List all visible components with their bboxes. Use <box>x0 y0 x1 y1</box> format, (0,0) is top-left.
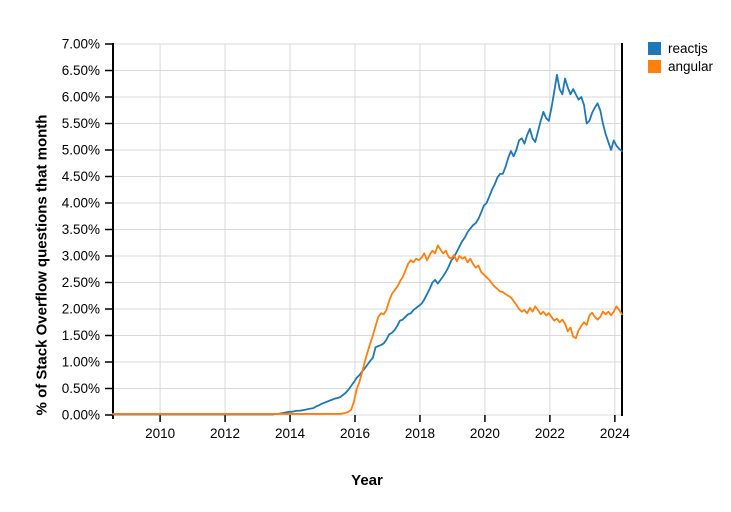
x-axis-title: Year <box>351 472 383 489</box>
x-tick-label: 2020 <box>470 426 500 441</box>
reactjs-color-swatch <box>648 42 661 55</box>
y-tick-label: 6.50% <box>62 63 100 78</box>
y-tick-label: 3.50% <box>62 222 100 237</box>
x-tick-label: 2022 <box>535 426 565 441</box>
x-tick-label: 2010 <box>145 426 175 441</box>
y-tick-label: 6.00% <box>62 90 100 105</box>
legend-label-reactjs: reactjs <box>668 41 708 56</box>
y-tick-label: 4.50% <box>62 169 100 184</box>
legend-item-reactjs[interactable]: reactjs <box>648 42 713 55</box>
legend-label-angular: angular <box>668 59 714 74</box>
legend-item-angular[interactable]: angular <box>648 60 713 73</box>
legend: reactjs angular <box>648 42 713 73</box>
x-tick-label: 2024 <box>600 426 631 441</box>
y-axis-title: % of Stack Overflow questions that month <box>33 114 51 416</box>
y-tick-label: 5.00% <box>62 143 100 158</box>
angular-color-swatch <box>648 60 661 73</box>
y-tick-label: 0.50% <box>62 381 100 396</box>
y-tick-label: 1.50% <box>62 328 100 343</box>
angular-line <box>112 244 623 415</box>
reactjs-line <box>112 73 623 416</box>
y-tick-label: 2.00% <box>62 302 100 317</box>
x-tick-label: 2016 <box>340 426 370 441</box>
x-tick-label: 2014 <box>275 426 306 441</box>
x-tick-label: 2018 <box>405 426 435 441</box>
y-tick-label: 3.00% <box>62 249 100 264</box>
y-tick-label: 5.50% <box>62 116 100 131</box>
x-tick-label: 2012 <box>210 426 240 441</box>
y-tick-label: 4.00% <box>62 196 100 211</box>
y-tick-label: 2.50% <box>62 275 100 290</box>
y-tick-label: 0.00% <box>62 408 100 423</box>
y-tick-label: 1.00% <box>62 355 100 370</box>
y-tick-label: 7.00% <box>62 37 100 52</box>
